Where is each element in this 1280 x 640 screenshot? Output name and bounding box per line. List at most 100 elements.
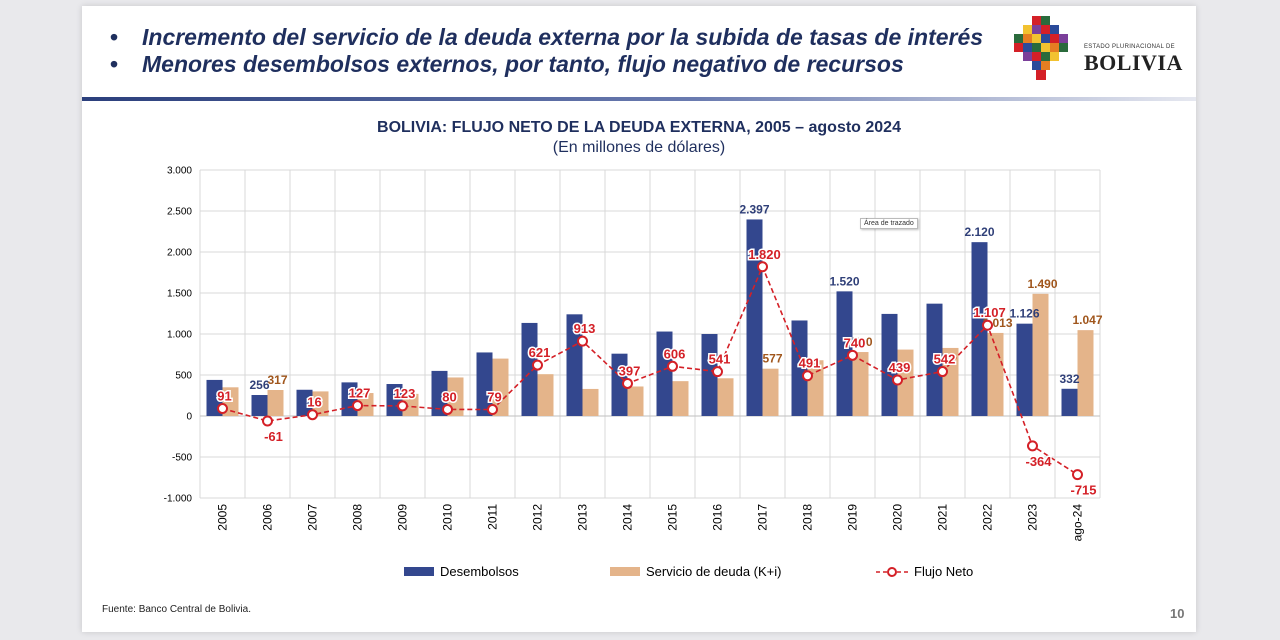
y-tick-label: -500 — [172, 453, 192, 464]
chart[interactable]: -1.000 -500 0 500 1.000 1.500 2.000 2.500 3.000 2… — [82, 6, 1196, 601]
bar-label-servicio: 577 — [762, 352, 782, 366]
flujo-neto-point — [352, 400, 363, 412]
bar-desembolsos — [926, 303, 943, 416]
flujo-neto-label: 541 — [709, 352, 731, 367]
bar-servicio-deuda — [987, 332, 1004, 416]
y-tick-label: 2.500 — [167, 207, 192, 218]
x-tick-label: 2021 — [936, 504, 950, 531]
x-tick-label: 2023 — [1026, 504, 1040, 531]
flujo-neto-point — [307, 409, 318, 421]
flujo-neto-label: 80 — [442, 389, 456, 404]
bar-servicio-deuda — [582, 388, 599, 416]
flujo-neto-label: 1.820 — [748, 247, 781, 262]
flujo-neto-label: 123 — [394, 386, 416, 401]
x-tick-label: 2005 — [216, 504, 230, 531]
bar-servicio-deuda — [312, 391, 329, 416]
x-tick-label: 2012 — [531, 504, 545, 531]
x-tick-label: 2014 — [621, 504, 635, 531]
flujo-neto-label: 621 — [529, 345, 551, 360]
flujo-neto-point — [982, 319, 993, 331]
bullet-marker: • — [110, 51, 119, 77]
chart-subtitle: (En millones de dólares) — [552, 139, 726, 156]
bar-servicio-deuda — [357, 393, 374, 416]
bar-desembolsos — [1061, 388, 1078, 416]
bar-servicio-deuda — [402, 393, 419, 416]
bar-label-desembolsos: 2.120 — [964, 225, 994, 239]
flujo-neto-label: 79 — [487, 390, 501, 405]
header-bullets: • Incremento del servicio de la deuda ext… — [110, 24, 983, 78]
bar-servicio-deuda — [672, 381, 689, 416]
bar-desembolsos — [971, 242, 988, 416]
bullet-2: • Menores desembolsos externos, por tanto… — [110, 51, 983, 78]
slide: • Incremento del servicio de la deuda ext… — [82, 6, 1196, 632]
legend-swatch-servicio — [610, 567, 640, 576]
flujo-neto-label: 16 — [307, 395, 321, 410]
x-tick-label: 2009 — [396, 504, 410, 531]
flujo-neto-label: -61 — [264, 429, 283, 444]
flujo-neto-point — [712, 366, 723, 378]
y-tick-label: 2.000 — [167, 248, 192, 259]
flujo-neto-point — [577, 335, 588, 347]
x-tick-label: 2018 — [801, 504, 815, 531]
bar-desembolsos — [836, 291, 853, 416]
x-tick-label: 2019 — [846, 504, 860, 531]
y-tick-label: 1.500 — [167, 289, 192, 300]
header-divider — [82, 97, 1196, 101]
flujo-neto-point — [847, 349, 858, 361]
flujo-neto-point — [1027, 440, 1038, 452]
logo-small-text: ESTADO PLURINACIONAL DE — [1084, 44, 1175, 50]
bar-label-desembolsos: 2.397 — [739, 202, 769, 216]
flujo-neto-point — [1072, 469, 1083, 481]
x-tick-label: 2017 — [756, 504, 770, 531]
legend-label-servicio: Servicio de deuda (K+i) — [646, 564, 782, 579]
flujo-neto-label: 439 — [889, 360, 911, 375]
chart-title: BOLIVIA: FLUJO NETO DE LA DEUDA EXTERNA,… — [377, 119, 901, 136]
flujo-neto-point — [622, 377, 633, 389]
x-tick-label: 2013 — [576, 504, 590, 531]
bar-servicio-deuda — [627, 386, 644, 416]
bar-desembolsos — [656, 331, 673, 416]
flujo-neto-point — [937, 366, 948, 378]
bolivia-logo: ESTADO PLURINACIONAL DE BOLIVIA — [1010, 16, 1182, 88]
bar-label-desembolsos: 256 — [249, 378, 269, 392]
flujo-neto-label: 491 — [799, 356, 821, 371]
bar-desembolsos — [476, 352, 493, 416]
bar-servicio-deuda — [537, 374, 554, 416]
x-tick-label: 2015 — [666, 504, 680, 531]
legend-label-flujo: Flujo Neto — [914, 564, 973, 579]
flujo-neto-point — [217, 403, 228, 415]
y-tick-label: -1.000 — [164, 494, 193, 505]
bolivia-emblem-icon — [1014, 16, 1068, 80]
bullet-1-text: Incremento del servicio de la deuda exte… — [142, 24, 984, 50]
bar-label-desembolsos: 1.520 — [829, 274, 859, 288]
bar-servicio-deuda — [762, 368, 779, 416]
bar-desembolsos — [701, 334, 718, 416]
x-tick-label: 2010 — [441, 504, 455, 531]
flujo-neto-point — [487, 404, 498, 416]
flujo-neto-label: 740 — [844, 335, 866, 350]
bar-desembolsos — [251, 395, 268, 416]
bar-label-desembolsos: 332 — [1059, 372, 1079, 386]
flujo-neto-label: 1.107 — [973, 305, 1006, 320]
flujo-neto-point — [667, 360, 678, 372]
bar-desembolsos — [296, 389, 313, 416]
y-tick-label: 500 — [175, 371, 192, 382]
flujo-neto-point — [397, 400, 408, 412]
y-tick-label: 3.000 — [167, 166, 192, 177]
x-tick-label: 2011 — [486, 504, 500, 530]
bar-servicio-deuda — [1032, 293, 1049, 416]
bar-desembolsos — [611, 353, 628, 416]
flujo-neto-point — [802, 370, 813, 382]
flujo-neto-label: 127 — [349, 386, 371, 401]
bar-servicio-deuda — [942, 347, 959, 416]
bar-label-desembolsos: 1.126 — [1009, 307, 1039, 321]
flujo-neto-label: 91 — [217, 389, 231, 404]
x-tick-label: 2007 — [306, 504, 320, 531]
flujo-neto-point — [262, 415, 273, 427]
flujo-neto-label: -715 — [1070, 483, 1096, 498]
plot-area-tooltip: Área de trazado — [860, 218, 918, 229]
x-tick-label: ago-24 — [1071, 504, 1085, 542]
bar-desembolsos — [521, 322, 538, 416]
flujo-neto-label: -364 — [1025, 454, 1052, 469]
bar-desembolsos — [881, 313, 898, 416]
